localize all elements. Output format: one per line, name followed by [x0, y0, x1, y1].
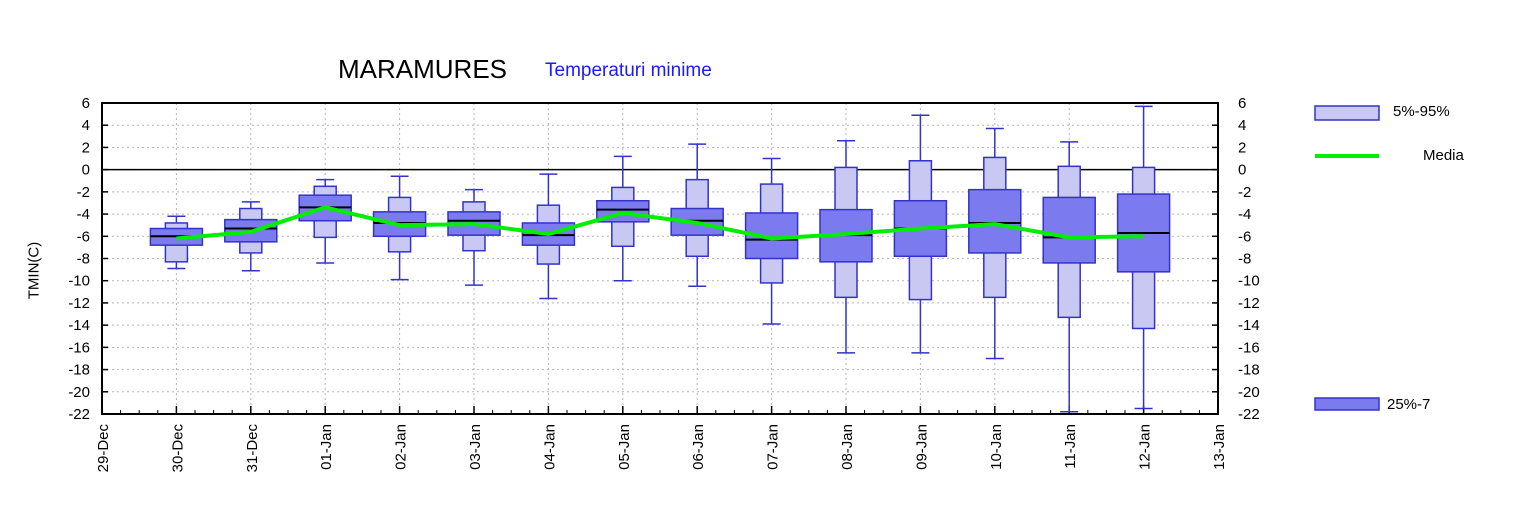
x-tick-label: 04-Jan: [541, 424, 558, 470]
chart-subtitle: Temperaturi minime: [545, 60, 712, 81]
y-tick-label-left: 4: [82, 117, 90, 134]
y-tick-label-left: -4: [77, 206, 90, 223]
x-tick-label: 01-Jan: [318, 424, 335, 470]
x-tick-label: 08-Jan: [839, 424, 856, 470]
x-tick-label: 30-Dec: [169, 424, 186, 473]
y-tick-label-left: -14: [68, 317, 90, 334]
x-tick-label: 06-Jan: [690, 424, 707, 470]
legend-swatch-inner: [1314, 397, 1380, 411]
y-tick-label-right: -10: [1238, 273, 1260, 290]
y-tick-label-left: -16: [68, 339, 90, 356]
y-tick-label-right: 2: [1238, 139, 1246, 156]
y-tick-label-right: -16: [1238, 339, 1260, 356]
y-tick-label-left: -10: [68, 273, 90, 290]
y-tick-label-left: -12: [68, 295, 90, 312]
y-tick-label-right: -18: [1238, 362, 1260, 379]
y-tick-label-right: 6: [1238, 95, 1246, 112]
x-tick-label: 09-Jan: [913, 424, 930, 470]
x-tick-label: 31-Dec: [244, 424, 261, 473]
y-tick-label-right: 0: [1238, 162, 1246, 179]
x-tick-label: 13-Jan: [1211, 424, 1228, 470]
chart-title: MARAMURES: [338, 54, 508, 84]
y-tick-label-right: -14: [1238, 317, 1260, 334]
x-tick-label: 29-Dec: [95, 424, 112, 473]
legend-swatch-outer: [1314, 105, 1380, 121]
legend-label-media: Media: [1423, 147, 1464, 164]
legend-label-inner: 25%-7: [1387, 396, 1431, 413]
y-tick-label-left: 6: [82, 95, 90, 112]
y-tick-label-right: -22: [1238, 406, 1260, 423]
x-tick-label: 10-Jan: [988, 424, 1005, 470]
legend-label-outer: 5%-95%: [1393, 103, 1450, 120]
y-tick-label-right: -4: [1238, 206, 1251, 223]
y-tick-label-right: 4: [1238, 117, 1246, 134]
y-tick-label-left: -18: [68, 362, 90, 379]
y-tick-label-right: -20: [1238, 384, 1260, 401]
y-tick-label-right: -6: [1238, 228, 1251, 245]
box-25-75: [968, 188, 1022, 254]
y-tick-label-left: -2: [77, 184, 90, 201]
y-tick-label-left: -8: [77, 251, 90, 268]
x-tick-label: 11-Jan: [1062, 424, 1079, 469]
x-tick-label: 05-Jan: [616, 424, 633, 470]
x-tick-label: 12-Jan: [1137, 424, 1154, 470]
y-tick-label-left: 0: [82, 162, 90, 179]
y-axis-label: TMIN(C): [25, 241, 43, 300]
x-tick-label: 07-Jan: [765, 424, 782, 470]
x-tick-label: 03-Jan: [467, 424, 484, 470]
y-tick-label-right: -2: [1238, 184, 1251, 201]
y-tick-label-left: -22: [68, 406, 90, 423]
x-tick-label: 02-Jan: [393, 424, 410, 470]
box-25-75: [1042, 196, 1096, 264]
y-tick-label-left: -20: [68, 384, 90, 401]
y-tick-label-right: -12: [1238, 295, 1260, 312]
plot-frame: [101, 102, 1219, 415]
media-line: [176, 205, 1144, 241]
y-tick-label-left: -6: [77, 228, 90, 245]
y-tick-label-left: 2: [82, 139, 90, 156]
y-tick-label-right: -8: [1238, 251, 1251, 268]
